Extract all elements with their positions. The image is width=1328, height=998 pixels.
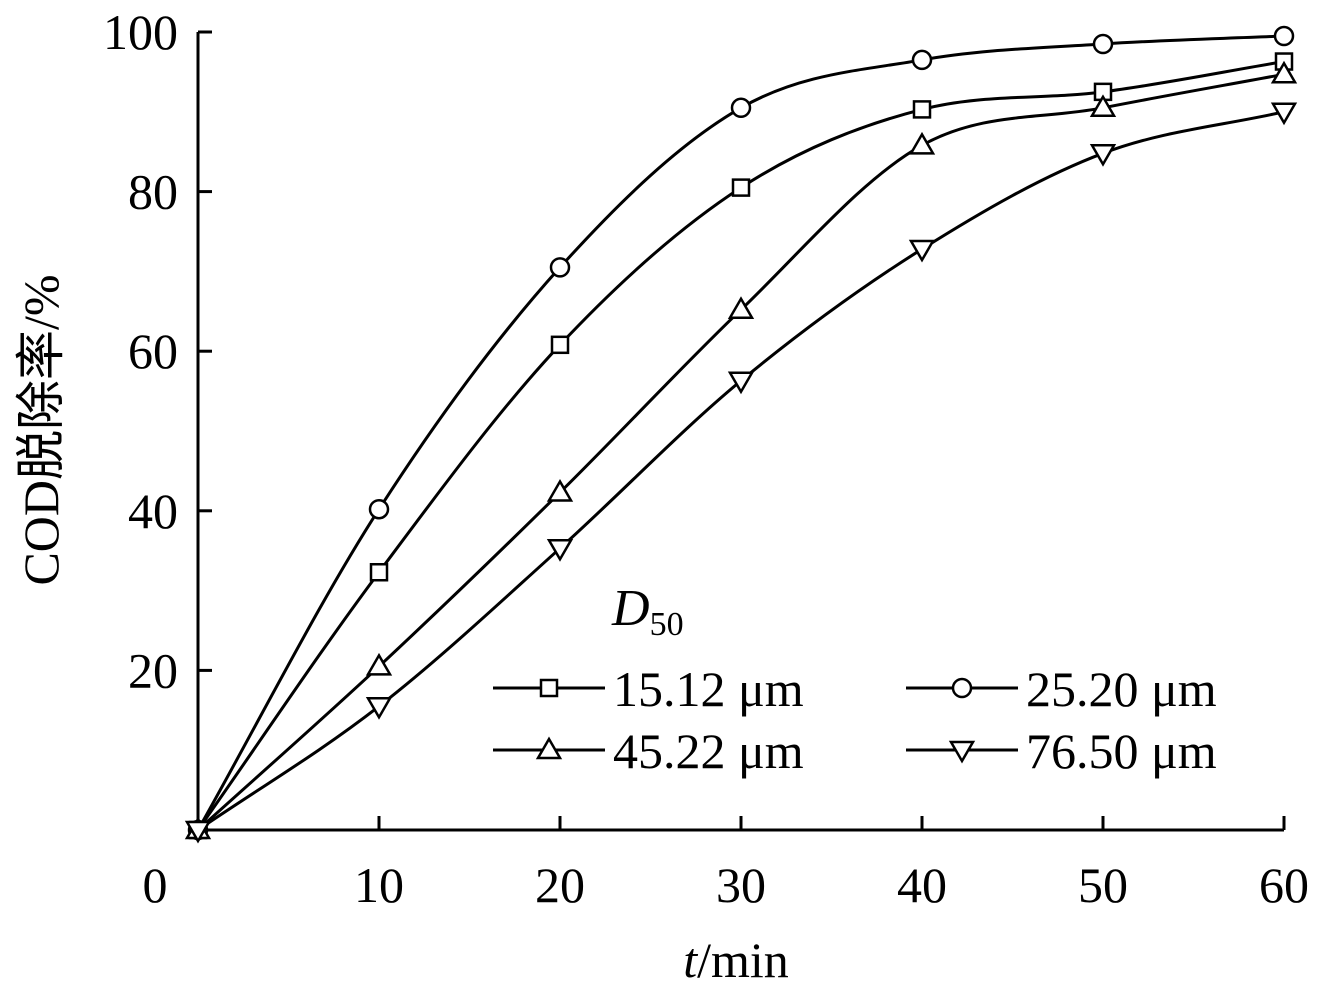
series-triangle-down [184,102,1298,844]
legend-title: D50 [611,580,684,643]
legend-entry: 76.50 μm [906,723,1217,779]
x-tick-label: 30 [716,857,766,913]
legend-entry: 15.12 μm [493,661,804,717]
data-point-square [912,100,932,119]
data-point-circle [1273,25,1295,47]
data-point-square [550,335,570,355]
ticks: 0 10 20 30 40 50 60 20 40 60 80 100 [103,4,1309,913]
y-tick-label: 20 [128,642,178,698]
data-point-triangle-down [908,239,936,263]
axis-titles: t/min COD脱除率/% [13,274,789,988]
x-axis-title-unit: /min [697,932,789,988]
data-point-circle [1092,33,1114,55]
data-point-square [369,562,389,582]
legend-label: 76.50 μm [1026,723,1217,779]
data-point-circle [368,498,390,520]
x-tick-label: 40 [897,857,947,913]
data-point-triangle-down [184,820,212,844]
legend-marker-circle [951,677,973,699]
x-tick-label: 60 [1259,857,1309,913]
x-tick-label: 20 [535,857,585,913]
legend-label: 25.20 μm [1026,661,1217,717]
data-point-triangle-up [546,478,574,502]
data-point-circle [911,49,933,71]
legend-label: 15.12 μm [613,661,804,717]
data-point-triangle-up [727,296,755,319]
legend-title-sub: 50 [650,606,684,643]
legend-title-main: D [611,580,650,637]
series-line [196,60,1285,831]
data-point-circle [549,257,571,278]
data-point-triangle-up [908,131,936,155]
series-line [196,34,1285,831]
data-point-square [731,178,751,197]
legend: D50 15.12 μm 25.20 μm 45.22 μm 76.50 μm [493,580,1217,779]
legend-marker-triangle-down [948,740,976,764]
y-tick-label: 40 [128,483,178,539]
y-tick-label: 100 [103,4,178,60]
legend-entry: 45.22 μm [493,723,804,779]
x-tick-label: 10 [354,857,404,913]
legend-marker-square [539,678,559,698]
data-point-triangle-down [1270,102,1298,126]
data-point-triangle-down [1089,144,1117,167]
data-point-triangle-down [546,539,574,562]
series-circle [187,25,1295,841]
x-tick-label: 50 [1078,857,1128,913]
legend-label: 45.22 μm [613,723,804,779]
y-tick-label: 80 [128,164,178,220]
data-point-circle [730,97,752,119]
data-point-triangle-up [365,652,393,676]
data-point-triangle-up [1089,94,1117,118]
y-axis-title: COD脱除率/% [13,274,69,585]
data-point-triangle-down [365,697,393,720]
data-point-triangle-down [727,371,755,395]
series [184,25,1298,844]
series-square [188,52,1294,840]
legend-entry: 25.20 μm [906,661,1217,717]
y-tick-label: 60 [128,323,178,379]
legend-marker-triangle-up [535,736,563,760]
data-point-triangle-up [1270,60,1298,84]
x-axis-title: t/min [683,932,789,988]
x-tick-label: 0 [143,857,168,913]
x-axis-title-var: t [683,932,698,988]
